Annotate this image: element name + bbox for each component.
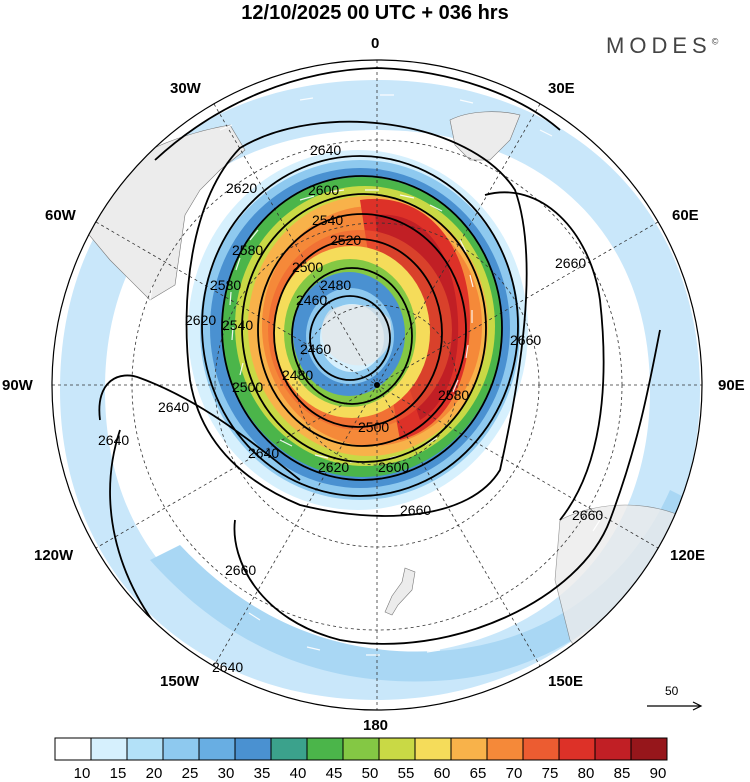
contour-label: 2660: [555, 255, 586, 271]
pole-marker: [374, 382, 380, 388]
contour-label: 2600: [308, 182, 339, 198]
brand-name: MODES: [606, 33, 712, 58]
contour-label: 2460: [296, 292, 327, 308]
contour-label: 2580: [232, 242, 263, 258]
contour-label: 2620: [226, 180, 257, 196]
contour-label: 2620: [318, 459, 349, 475]
contour-label: 2640: [158, 399, 189, 415]
contour-label: 2580: [210, 277, 241, 293]
contour-label: 2480: [320, 277, 351, 293]
contour-label: 2660: [572, 507, 603, 523]
south-america-land: [84, 124, 246, 301]
contour-label: 2640: [98, 432, 129, 448]
lon-label-90w: 90W: [2, 377, 34, 394]
lon-label-30w: 30W: [170, 80, 202, 97]
reference-vector: [647, 701, 703, 711]
lon-label-150e: 150E: [548, 673, 583, 690]
map-title: 12/10/2025 00 UTC + 036 hrs: [241, 2, 509, 24]
contour-label: 2500: [232, 379, 263, 395]
lon-label-120e: 120E: [670, 547, 705, 564]
contour-label: 2540: [312, 212, 343, 228]
contour-label: 2640: [310, 142, 341, 158]
contour-label: 2660: [510, 332, 541, 348]
contour-lines: [98, 67, 661, 681]
outer-jet-darker: [150, 490, 690, 682]
map-field: [52, 60, 702, 710]
lon-label-90e: 90E: [718, 377, 745, 394]
contour-label: 2600: [378, 459, 409, 475]
contour-label: 2660: [225, 562, 256, 578]
lon-label-180: 180: [363, 717, 388, 734]
lon-label-60w: 60W: [45, 207, 77, 224]
wind-arrows: [139, 94, 641, 656]
contour-label: 2640: [212, 659, 243, 675]
lon-label-150w: 150W: [160, 673, 200, 690]
contour-label: 2540: [222, 317, 253, 333]
contour-label: 2660: [400, 502, 431, 518]
reference-vector-label: 50: [665, 684, 679, 698]
map-boundary: [51, 59, 703, 711]
contour-label: 2500: [292, 259, 323, 275]
lon-label-60e: 60E: [672, 207, 699, 224]
contour-label: 2640: [248, 445, 279, 461]
contour-label: 2620: [185, 312, 216, 328]
lon-label-0: 0: [371, 35, 379, 52]
brand-logo: MODES©: [606, 33, 718, 59]
contour-label: 2520: [330, 232, 361, 248]
brand-mark: ©: [711, 36, 719, 47]
new-zealand-land: [384, 567, 416, 616]
contour-label-group: 2640 2620 2600 2580 2540 2520 2500 2480 …: [98, 142, 603, 675]
lon-label-30e: 30E: [548, 80, 575, 97]
lon-label-120w: 120W: [34, 547, 74, 564]
contour-label: 2480: [282, 367, 313, 383]
contour-label: 2460: [300, 341, 331, 357]
contour-label: 2580: [438, 387, 469, 403]
contour-label: 2500: [358, 419, 389, 435]
antarctica-land: [321, 304, 392, 366]
